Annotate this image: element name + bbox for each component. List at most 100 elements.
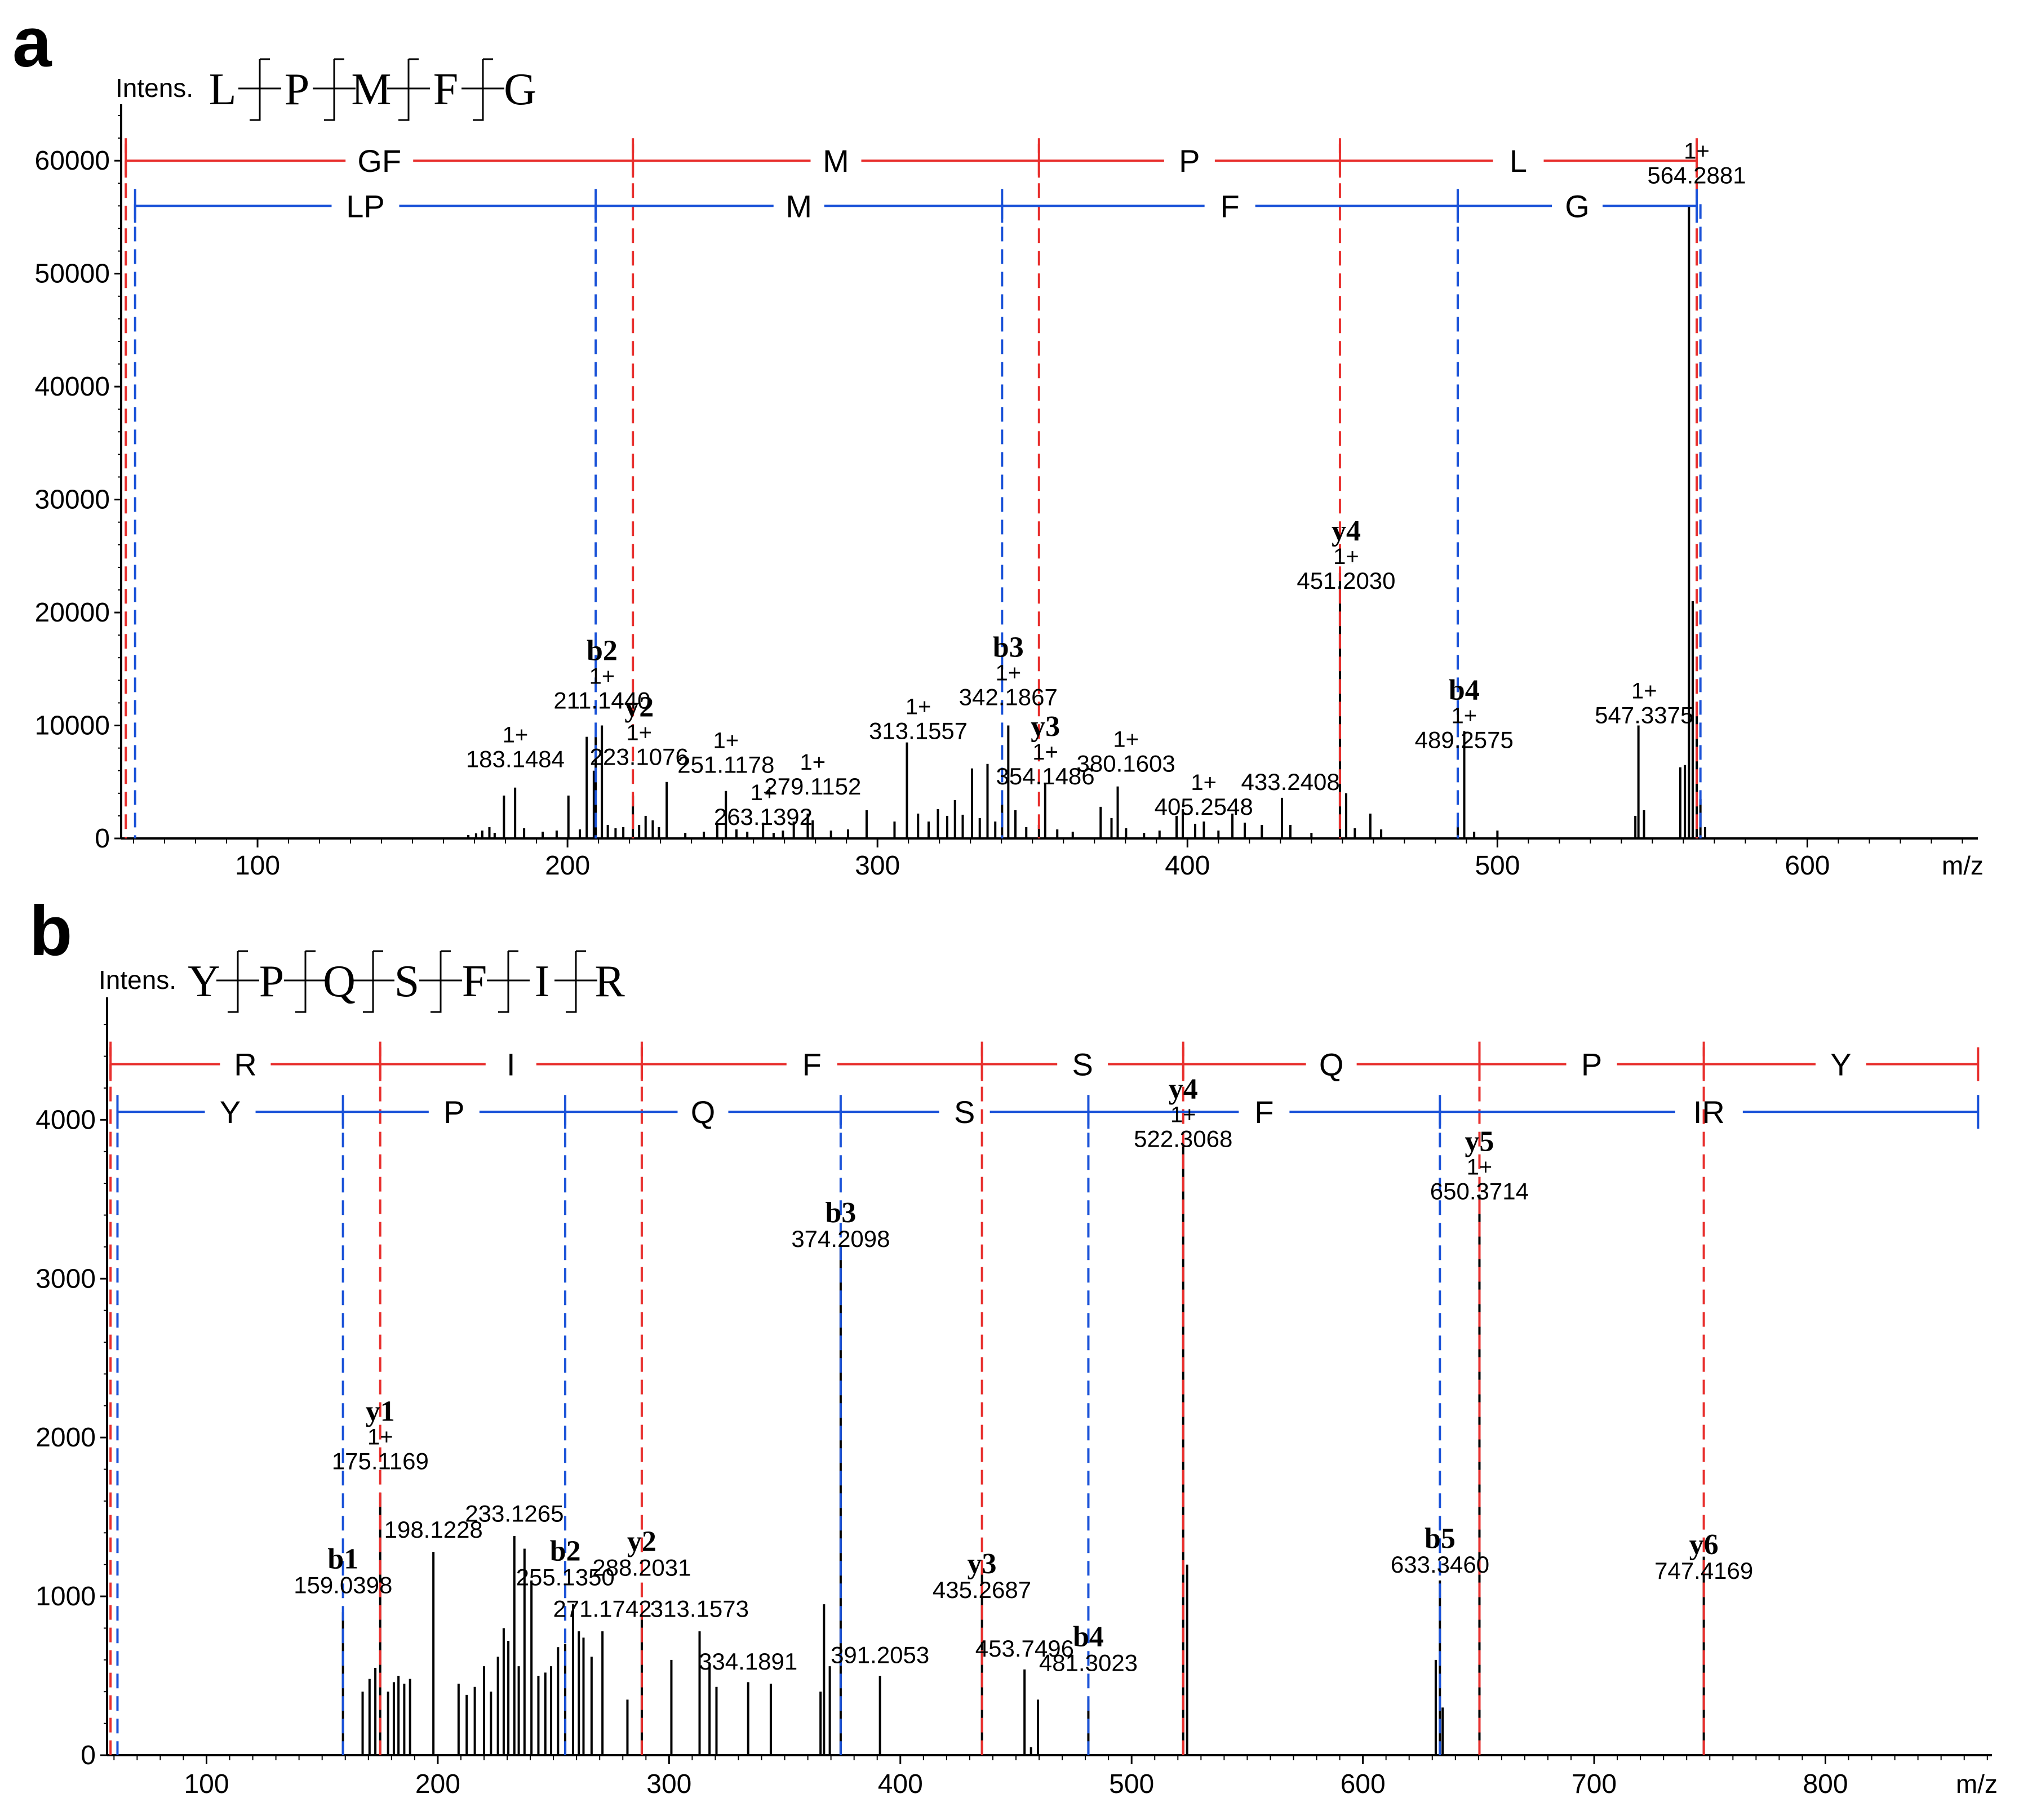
peak-mass-label: 374.2098 xyxy=(791,1226,890,1252)
x-tick-label: 600 xyxy=(1785,851,1830,881)
y-tick-label: 10000 xyxy=(35,711,110,741)
peak-mass-label: 380.1603 xyxy=(1077,751,1175,777)
peak-mass-label: 334.1891 xyxy=(699,1648,797,1675)
fragment-bond xyxy=(313,58,356,121)
fragment-bond xyxy=(387,58,430,121)
y-tick-label: 20000 xyxy=(35,598,110,628)
fragment-bond xyxy=(284,950,327,1013)
ion-type-label: y4 xyxy=(1332,515,1361,547)
ion-type-label: y3 xyxy=(1031,711,1060,743)
peak-charge-label: 1+ xyxy=(751,780,776,805)
peak-charge-label: 1+ xyxy=(589,664,615,689)
peak-mass-label: 223.1076 xyxy=(590,744,689,770)
b-ion-ladder: LP M F G xyxy=(134,188,1698,224)
ladder-residue-label: Y xyxy=(1830,1047,1851,1082)
ion-type-label: y1 xyxy=(366,1396,395,1428)
y-tick-label: 2000 xyxy=(36,1423,96,1453)
ion-type-label: y5 xyxy=(1465,1125,1494,1157)
x-tick-label: 300 xyxy=(646,1769,691,1799)
ladder-residue-label: IR xyxy=(1693,1094,1725,1130)
peak-charge-label: 1+ xyxy=(995,660,1021,685)
x-tick-label: 600 xyxy=(1341,1769,1386,1799)
peak-mass-label: 263.1392 xyxy=(714,804,813,830)
peak-mass-label: 271.1742 xyxy=(553,1596,651,1622)
peak-mass-label: 405.2548 xyxy=(1155,793,1253,820)
peak-charge-label: 1+ xyxy=(713,729,739,753)
peak-annotation: 453.7496 xyxy=(975,1635,1074,1662)
peak-mass-label: 211.1440 xyxy=(553,687,650,713)
sequence-residue: Q xyxy=(323,957,356,1006)
peak-charge-label: 1+ xyxy=(1191,770,1217,795)
ion-type-label: y2 xyxy=(627,1525,656,1557)
y-tick-label: 50000 xyxy=(35,259,110,289)
x-tick-label: 500 xyxy=(1109,1769,1154,1799)
peak-charge-label: 1+ xyxy=(800,750,826,775)
ladder-residue-label: Y xyxy=(220,1094,241,1130)
ladder-residue-label: Q xyxy=(691,1094,716,1130)
y-tick-label: 30000 xyxy=(35,485,110,515)
fragment-bond xyxy=(554,950,597,1013)
y-tick-label: 4000 xyxy=(36,1105,96,1135)
peak-charge-label: 1+ xyxy=(1333,544,1359,569)
ladder-residue-label: S xyxy=(1072,1047,1093,1082)
sequence-residue: F xyxy=(462,957,487,1006)
peak-mass-label: 354.1486 xyxy=(996,763,1094,789)
ladder-residue-label: M xyxy=(823,143,849,179)
peak-mass-label: 481.3023 xyxy=(1039,1650,1138,1676)
ion-type-label: y4 xyxy=(1169,1073,1198,1105)
ion-type-label: y3 xyxy=(968,1548,997,1580)
peak-mass-label: 522.3068 xyxy=(1134,1125,1232,1152)
peak-mass-label: 650.3714 xyxy=(1430,1178,1529,1204)
peak-mass-label: 564.2881 xyxy=(1647,162,1746,188)
peak-mass-label: 313.1573 xyxy=(650,1596,749,1622)
ion-type-label: b3 xyxy=(993,631,1024,663)
ladder-residue-label: M xyxy=(786,188,812,224)
ion-type-label: y6 xyxy=(1689,1529,1719,1561)
peak-charge-label: 1+ xyxy=(626,721,652,745)
peak-annotation: 233.1265 xyxy=(465,1501,563,1527)
peak-mass-label: 183.1484 xyxy=(466,746,565,773)
peak-group xyxy=(341,1140,1705,1755)
panel-letter-a: a xyxy=(12,3,52,82)
ladder-residue-label: GF xyxy=(357,143,401,179)
ion-type-label: b5 xyxy=(1425,1522,1456,1555)
peak-charge-label: 1+ xyxy=(906,695,931,720)
sequence-residue: P xyxy=(285,65,310,114)
peak-charge-label: 1+ xyxy=(1170,1102,1196,1127)
y-ion-ladder: GF M P L xyxy=(125,143,1698,179)
ladder-residue-label: P xyxy=(1581,1047,1602,1082)
ladder-residue-label: S xyxy=(954,1094,975,1130)
peak-mass-label: 453.7496 xyxy=(975,1635,1074,1662)
peak-annotation: 198.1228 xyxy=(384,1516,483,1543)
sequence-residue: F xyxy=(433,65,459,114)
x-tick-label: 700 xyxy=(1572,1769,1617,1799)
y-tick-label: 60000 xyxy=(35,146,110,176)
peak-mass-label: 288.2031 xyxy=(592,1554,691,1581)
y-tick-label: 3000 xyxy=(36,1264,96,1294)
peak-annotation: 334.1891 xyxy=(699,1648,797,1675)
ladder-residue-label: F xyxy=(802,1047,822,1082)
ion-type-label: b4 xyxy=(1073,1621,1104,1653)
sequence-residue: M xyxy=(351,65,391,114)
peak-mass-label: 175.1169 xyxy=(332,1448,429,1475)
ion-type-label: b3 xyxy=(825,1197,856,1229)
x-tick-label: 200 xyxy=(545,851,590,881)
sequence-residue: Y xyxy=(188,957,220,1006)
peak-charge-label: 1+ xyxy=(1684,139,1710,163)
